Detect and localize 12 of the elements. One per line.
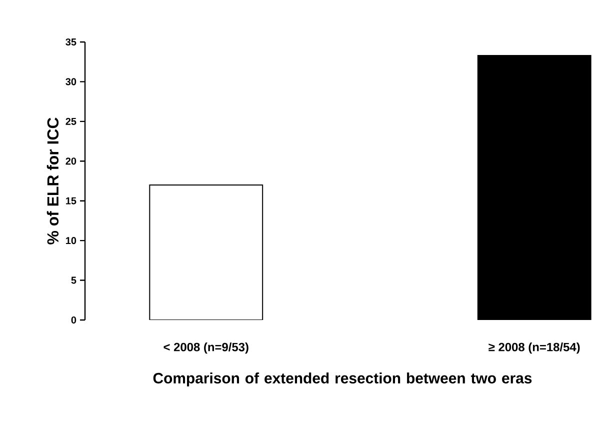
y-tick-label: 25 [66, 118, 76, 125]
y-axis-title: % of ELR for ICC [46, 118, 59, 244]
x-axis-title: Comparison of extended resection between two eras [153, 372, 532, 386]
x-tick-label: ≥ 2008 (n=18/54) [488, 342, 580, 354]
y-tick-label: 35 [66, 38, 76, 46]
y-tick-label: 5 [71, 276, 76, 284]
y-tick-label: 15 [66, 197, 76, 204]
y-tick-label: 20 [66, 158, 76, 165]
y-tick-label: 30 [66, 78, 76, 86]
y-tick-label: 0 [71, 316, 76, 324]
x-tick-label: < 2008 (n=9/53) [164, 342, 248, 354]
y-tick-label: 10 [66, 237, 76, 244]
